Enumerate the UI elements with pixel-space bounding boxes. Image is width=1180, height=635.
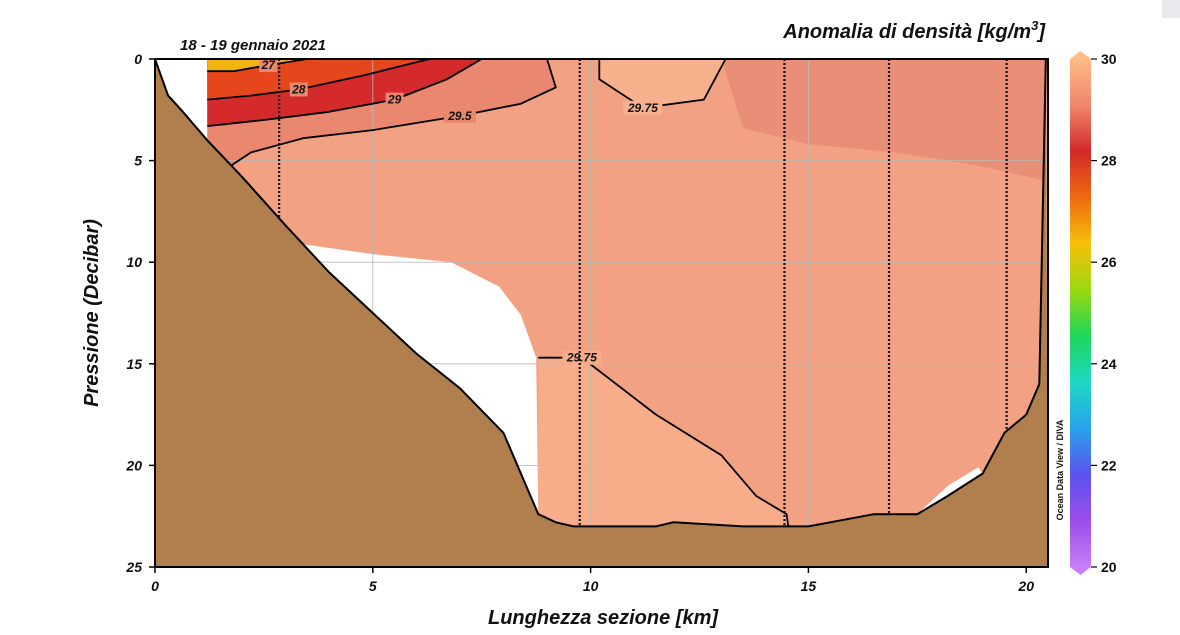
colorbar-tick-label: 30 (1101, 51, 1117, 67)
x-tick-label: 20 (1017, 578, 1034, 594)
colorbar: 30 28 26 24 22 20 (1070, 51, 1117, 575)
software-credit: Ocean Data View / DIVA (1055, 419, 1065, 520)
contour-label-background (259, 59, 278, 73)
y-axis-title: Pressione (Decibar) (81, 219, 103, 407)
contour-label: 29 (387, 93, 402, 107)
contour-label-background (385, 92, 404, 107)
contour-label-background (623, 100, 663, 115)
y-tick-label: 0 (134, 51, 142, 67)
contour-label: 29.75 (627, 101, 658, 115)
colorbar-gradient (1070, 59, 1091, 567)
x-tick-label: 0 (151, 578, 159, 594)
density-contours: 27 28 29 29.5 29.75 29.75 (207, 58, 790, 531)
date-subtitle: 18 - 19 gennaio 2021 (180, 37, 326, 54)
chart-title: Anomalia di densità [kg/m3] (782, 18, 1046, 43)
contour-label: 29.75 (566, 351, 597, 365)
colorbar-bottom-arrow (1070, 567, 1091, 575)
contour-line (207, 59, 308, 73)
field-dense-band (721, 59, 1046, 181)
y-tick-label: 25 (125, 559, 142, 575)
contour-label: 28 (291, 82, 306, 96)
contour-label-background (443, 108, 476, 123)
contour-label: 27 (261, 58, 277, 72)
station-profiles (278, 59, 1008, 527)
seabed-outline (155, 59, 1047, 528)
x-axis-title: Lunghezza sezione [km] (488, 607, 719, 629)
y-tick-label: 15 (126, 356, 142, 372)
seabed-area (155, 59, 1048, 567)
colorbar-tick-label: 22 (1101, 457, 1117, 473)
contour-label: 29.5 (447, 109, 472, 123)
colorbar-tick-label: 24 (1101, 356, 1117, 372)
no-data-region (285, 225, 539, 515)
colorbar-tick-label: 26 (1101, 254, 1117, 270)
contour-line (219, 59, 557, 174)
axis-ticks: 0 5 10 15 20 0 5 10 15 20 25 (125, 51, 1034, 594)
seabed (155, 59, 1048, 567)
x-tick-label: 10 (583, 578, 599, 594)
x-tick-label: 5 (369, 578, 377, 594)
y-tick-label: 20 (125, 457, 142, 473)
contour-line (207, 59, 483, 127)
plot-frame (154, 58, 1049, 568)
colorbar-tick-label: 20 (1101, 559, 1117, 575)
x-tick-label: 15 (801, 578, 817, 594)
contour-label-background (562, 350, 602, 365)
field-deep-core (538, 357, 789, 531)
colorbar-top-arrow (1070, 51, 1091, 59)
window-edge-strip (1162, 0, 1180, 18)
y-tick-label: 5 (134, 153, 142, 169)
y-tick-label: 10 (126, 254, 142, 270)
colorbar-tick-label: 28 (1101, 153, 1117, 169)
field-light-core (599, 59, 726, 108)
contour-label-background (289, 82, 308, 97)
no-data-region (917, 467, 983, 515)
